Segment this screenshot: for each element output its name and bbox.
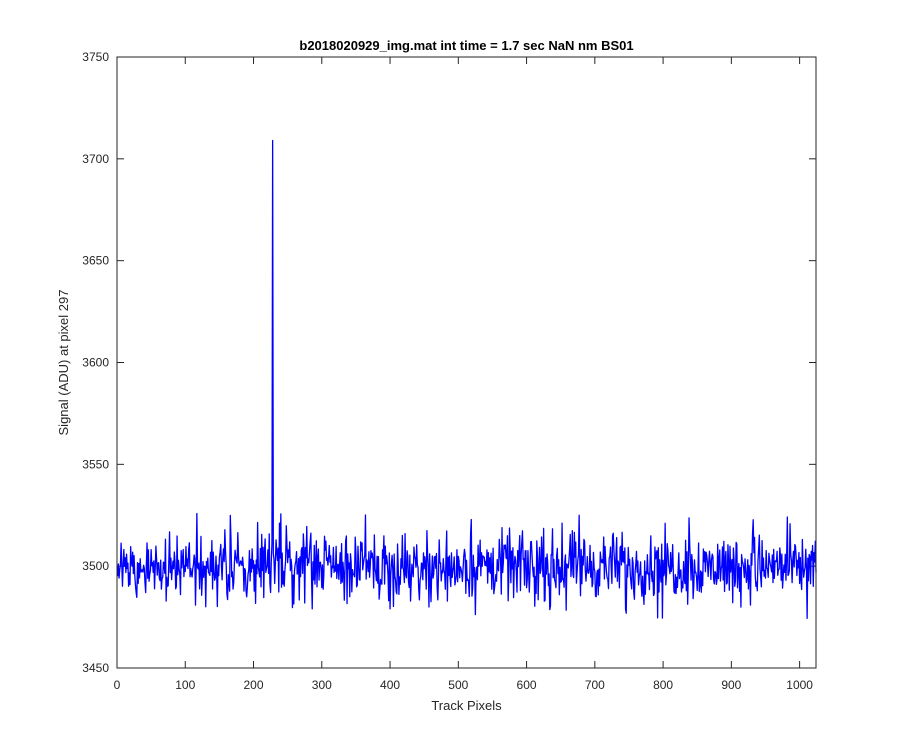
- y-tick-label: 3500: [82, 559, 109, 573]
- x-tick-label: 800: [653, 678, 673, 692]
- tick-marks: [116, 56, 816, 669]
- y-axis-label: Signal (ADU) at pixel 297: [56, 290, 71, 436]
- x-tick-label: 900: [721, 678, 741, 692]
- y-tick-label: 3600: [82, 356, 109, 370]
- y-tick-label: 3750: [82, 50, 109, 64]
- x-tick-labels: 0 100 200 300 400 500 600 700 800 900 1000: [114, 678, 814, 692]
- y-tick-label: 3650: [82, 254, 109, 268]
- x-tick-label: 300: [312, 678, 332, 692]
- x-tick-label: 500: [448, 678, 468, 692]
- y-tick-labels: 3450 3500 3550 3600 3650 3700 3750: [82, 50, 109, 675]
- x-tick-label: 100: [175, 678, 195, 692]
- x-tick-label: 600: [517, 678, 537, 692]
- x-tick-label: 400: [380, 678, 400, 692]
- y-tick-label: 3450: [82, 661, 109, 675]
- x-tick-label: 700: [585, 678, 605, 692]
- x-tick-label: 1000: [786, 678, 813, 692]
- x-tick-label: 200: [244, 678, 264, 692]
- chart-title: b2018020929_img.mat int time = 1.7 sec N…: [299, 38, 633, 53]
- y-tick-label: 3550: [82, 457, 109, 471]
- x-axis-label: Track Pixels: [431, 698, 502, 713]
- x-tick-label: 0: [114, 678, 121, 692]
- series-line: [117, 139, 817, 620]
- plot-box: [116, 56, 817, 669]
- y-tick-label: 3700: [82, 152, 109, 166]
